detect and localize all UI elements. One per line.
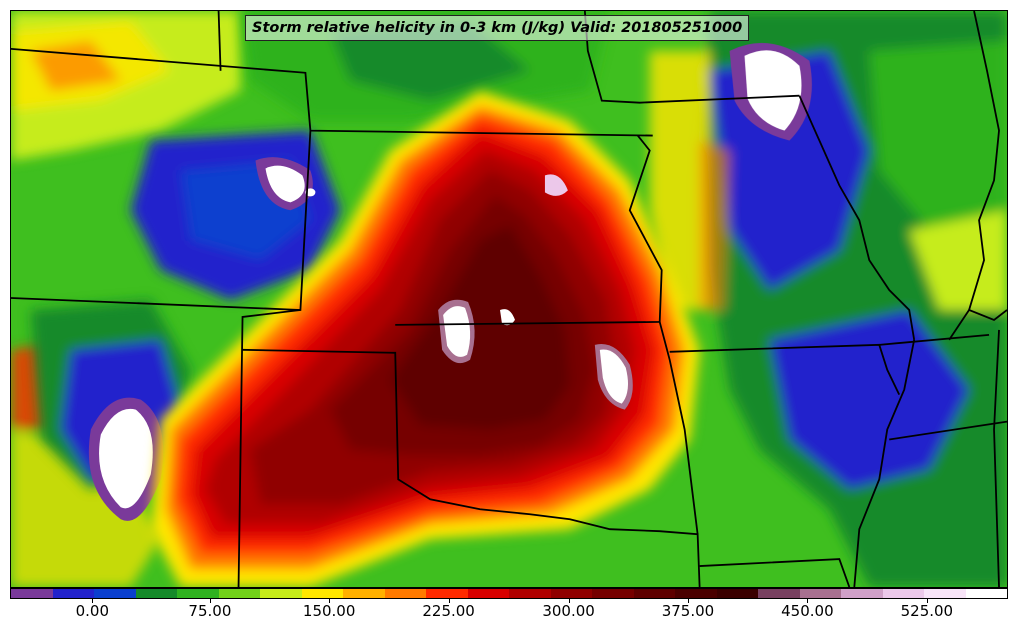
colorbar-tick-mark xyxy=(329,599,331,603)
colorbar-tick-label: 225.00 xyxy=(422,602,475,620)
colorbar-tick-label: 525.00 xyxy=(900,602,954,620)
colorbar-tick-label: 150.00 xyxy=(302,602,356,620)
colorbar xyxy=(10,588,1008,599)
colorbar-segment xyxy=(177,589,219,598)
colorbar-segment xyxy=(799,589,841,598)
colorbar-tick-label: 450.00 xyxy=(781,602,834,620)
colorbar-segment xyxy=(467,589,509,598)
colorbar-segment xyxy=(965,589,1007,598)
western-field xyxy=(11,11,241,587)
map-title: Storm relative helicity in 0-3 km (J/kg)… xyxy=(245,15,750,41)
colorbar-tick-label: 0.00 xyxy=(75,602,110,620)
colorbar-segment xyxy=(11,589,53,598)
colorbar-segment xyxy=(218,589,260,598)
colorbar-tick-mark xyxy=(687,599,689,603)
colorbar-segment xyxy=(301,589,343,598)
colorbar-segment xyxy=(343,589,385,598)
state-boundaries xyxy=(11,11,1007,587)
colorbar-tick-mark xyxy=(568,599,570,603)
low-helicity-spots-east xyxy=(729,42,812,141)
colorbar-tick-mark xyxy=(926,599,928,603)
colorbar-tick-mark xyxy=(448,599,450,603)
colorbar-segment xyxy=(592,589,634,598)
colorbar-tick-mark xyxy=(92,599,94,603)
colorbar-segment xyxy=(924,589,966,598)
colorbar-segment xyxy=(426,589,468,598)
colorbar-segment xyxy=(841,589,883,598)
colorbar-segment xyxy=(882,589,924,598)
colorbar-segment xyxy=(716,589,758,598)
colorbar-segment xyxy=(633,589,675,598)
colorbar-segment xyxy=(260,589,302,598)
colorbar-segment xyxy=(675,589,717,598)
colorbar-tick-label: 375.00 xyxy=(661,602,715,620)
low-helicity-spots-west xyxy=(88,157,313,521)
central-spots xyxy=(305,174,633,410)
colorbar-tick-label: 75.00 xyxy=(188,602,232,620)
colorbar-segment xyxy=(384,589,426,598)
high-helicity-core xyxy=(150,90,700,587)
colorbar-ticks: 0.00 75.00 150.00 225.00 300.00 375.00 450.00 5… xyxy=(10,599,1008,629)
colorbar-tick-mark xyxy=(209,599,211,603)
colorbar-segment xyxy=(509,589,551,598)
helicity-map xyxy=(10,10,1008,588)
map-field xyxy=(11,11,1007,587)
colorbar-segment xyxy=(550,589,592,598)
colorbar-tick-mark xyxy=(807,599,809,603)
colorbar-segment xyxy=(135,589,177,598)
colorbar-segment xyxy=(52,589,94,598)
colorbar-segment xyxy=(94,589,136,598)
colorbar-segment xyxy=(758,589,800,598)
eastern-field xyxy=(649,11,1007,587)
colorbar-tick-label: 300.00 xyxy=(542,602,595,620)
